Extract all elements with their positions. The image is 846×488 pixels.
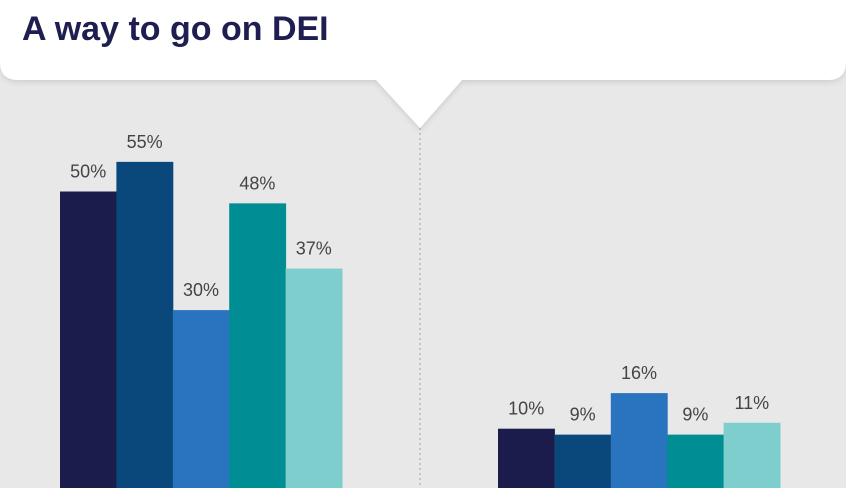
bar: [498, 428, 555, 488]
value-label: 50%: [70, 162, 106, 182]
bar: [60, 191, 117, 488]
value-label: 37%: [296, 239, 332, 259]
bar: [229, 203, 287, 488]
value-label: 10%: [508, 399, 544, 419]
bar: [285, 268, 343, 488]
value-label: 48%: [239, 173, 275, 193]
value-label: 16%: [621, 363, 657, 383]
bar: [116, 161, 174, 488]
value-label: 9%: [682, 405, 708, 425]
bar: [610, 393, 668, 488]
bar: [667, 434, 725, 488]
bar: [172, 310, 230, 488]
value-label: 30%: [183, 280, 219, 300]
bars: 50% 55% 30% 48% 37% 10% 9% 16% 9% 11%: [60, 132, 781, 488]
title-callout: [0, 0, 846, 128]
bar: [723, 422, 781, 488]
bar: [554, 434, 612, 488]
value-label: 9%: [570, 405, 596, 425]
value-label: 11%: [734, 393, 769, 413]
chart-title: A way to go on DEI: [22, 10, 329, 48]
value-label: 55%: [127, 132, 163, 152]
